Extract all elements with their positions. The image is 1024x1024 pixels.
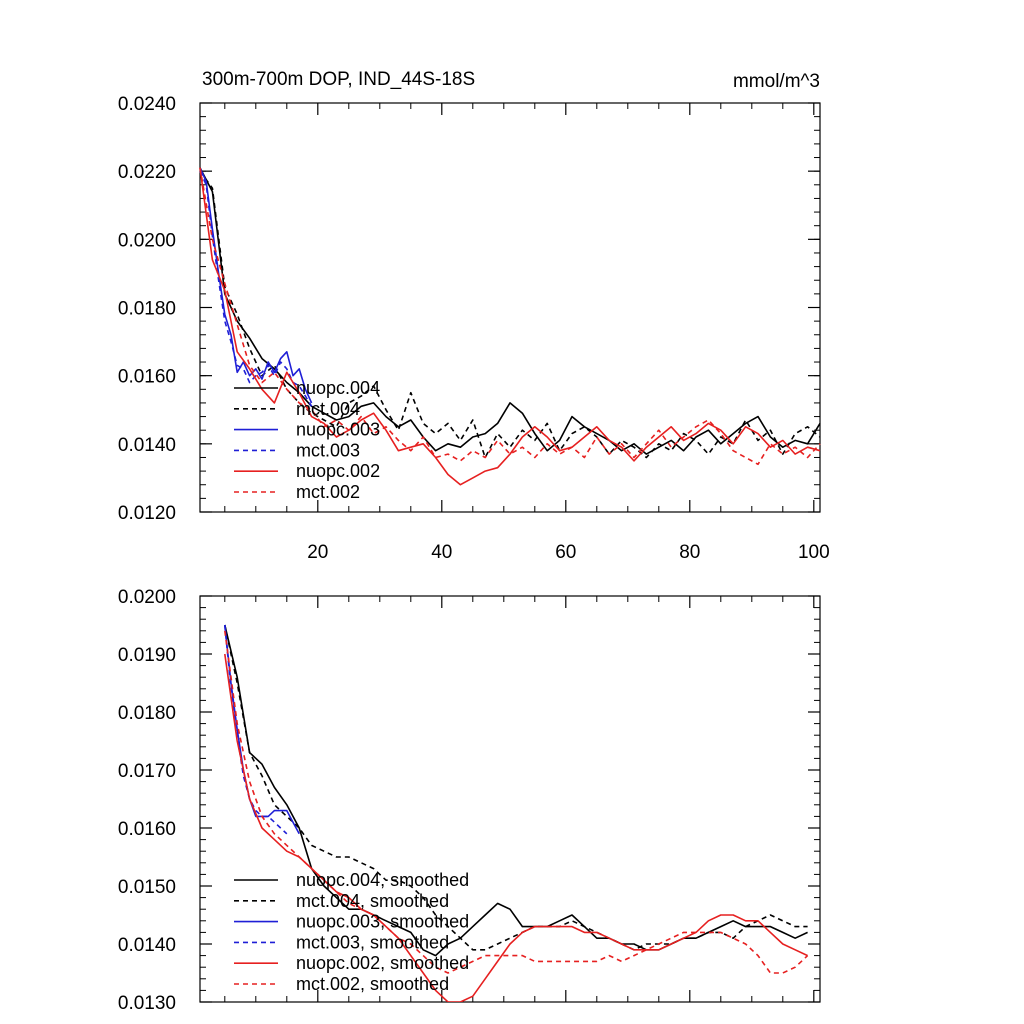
x-tick-label: 100 — [798, 542, 830, 563]
legend-entry: mct.003, smoothed — [296, 932, 449, 952]
top-plot-frame — [199, 102, 821, 513]
x-tick-label: 20 — [307, 542, 328, 563]
series-line-mct-002 — [199, 167, 821, 466]
y-tick-label: 0.0160 — [118, 819, 176, 840]
top-ticks: 0.0120 0.0140 0.0160 0.0180 0.0200 0.0220 0.02… — [118, 94, 830, 563]
x-tick-label: 40 — [431, 542, 452, 563]
y-tick-label: 0.0150 — [118, 877, 176, 898]
legend-entry: mct.004 — [296, 399, 360, 419]
y-tick-label: 0.0120 — [118, 503, 176, 524]
y-tick-label: 0.0130 — [118, 993, 176, 1014]
legend-entry: mct.002, smoothed — [296, 974, 449, 994]
bottom-panel: 0.0130 0.0140 0.0150 0.0160 0.0170 0.0180 0.01… — [118, 587, 821, 1014]
top-series-lines — [199, 167, 821, 486]
legend-entry: nuopc.004 — [296, 378, 380, 398]
x-tick-label: 60 — [555, 542, 576, 563]
legend-entry: nuopc.002, smoothed — [296, 953, 469, 973]
bottom-plot-frame — [199, 595, 821, 1003]
series-line-mct-004 — [199, 170, 821, 459]
y-tick-label: 0.0180 — [118, 299, 176, 320]
y-tick-label: 0.0200 — [118, 230, 176, 251]
legend-entry: mct.004, smoothed — [296, 891, 449, 911]
series-line-nuopc-002 — [199, 167, 821, 486]
series-line-nuopc-002-smoothed — [224, 653, 808, 1002]
top-chart-title: 300m-700m DOP, IND_44S-18S — [202, 69, 475, 90]
y-tick-label: 0.0240 — [118, 94, 176, 115]
y-tick-label: 0.0140 — [118, 935, 176, 956]
x-tick-label: 80 — [679, 542, 700, 563]
y-tick-label: 0.0160 — [118, 367, 176, 388]
top-legend: nuopc.004mct.004nuopc.003mct.003nuopc.00… — [234, 378, 380, 502]
bottom-series-lines — [224, 624, 809, 1002]
series-line-mct-003 — [199, 170, 313, 407]
series-line-mct-002-smoothed — [224, 630, 809, 974]
y-tick-label: 0.0200 — [118, 587, 176, 608]
top-units-label: mmol/m^3 — [733, 71, 820, 92]
bottom-ticks: 0.0130 0.0140 0.0150 0.0160 0.0170 0.0180 0.01… — [118, 587, 820, 1014]
y-tick-label: 0.0190 — [118, 645, 176, 666]
series-line-mct-003-smoothed — [224, 624, 288, 835]
y-tick-label: 0.0170 — [118, 761, 176, 782]
top-panel: 300m-700m DOP, IND_44S-18S mmol/m^3 0.01… — [118, 69, 830, 563]
y-tick-label: 0.0140 — [118, 435, 176, 456]
legend-entry: nuopc.004, smoothed — [296, 870, 469, 890]
series-line-nuopc-003 — [199, 167, 313, 404]
y-tick-label: 0.0220 — [118, 162, 176, 183]
legend-entry: nuopc.003, smoothed — [296, 912, 469, 932]
series-line-nuopc-004-smoothed — [224, 624, 808, 957]
legend-entry: nuopc.003 — [296, 420, 380, 440]
y-tick-label: 0.0180 — [118, 703, 176, 724]
legend-entry: mct.003 — [296, 440, 360, 460]
series-line-nuopc-004 — [199, 167, 821, 455]
legend-entry: nuopc.002 — [296, 461, 380, 481]
legend-entry: mct.002 — [296, 482, 360, 502]
